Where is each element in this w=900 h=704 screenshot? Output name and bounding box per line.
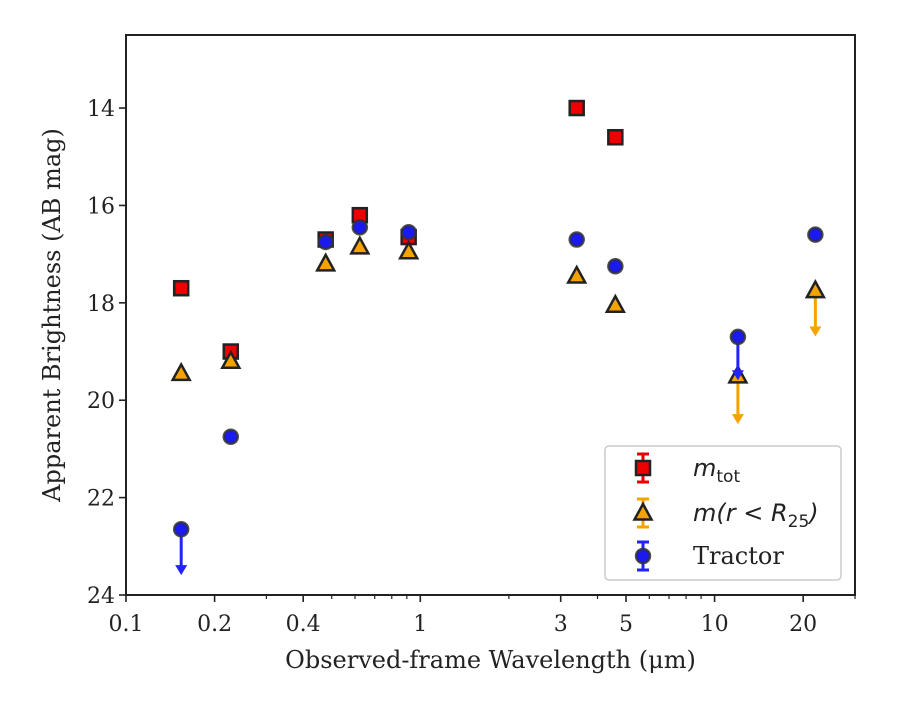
- x-tick-label: 20: [789, 612, 817, 637]
- data-point-square: [568, 99, 585, 117]
- data-point-circle: [729, 328, 747, 346]
- legend-item: mtot: [634, 452, 740, 487]
- data-point-triangle: [170, 361, 192, 382]
- limit-head: [175, 565, 188, 576]
- marker-shape: [351, 219, 369, 236]
- marker-shape: [398, 240, 420, 260]
- limit-head: [731, 370, 744, 381]
- marker-shape: [400, 223, 417, 241]
- marker-shape: [607, 129, 624, 146]
- legend: mtot m(r < R25) Tractor: [604, 445, 842, 581]
- marker-shape: [634, 459, 652, 477]
- data-point-circle: [172, 521, 190, 538]
- data-point-circle: [568, 231, 585, 248]
- legend-marker-triangle: [632, 501, 654, 521]
- marker-shape: [566, 264, 588, 284]
- data-point-triangle: [566, 264, 588, 284]
- marker-shape: [222, 428, 240, 445]
- data-points: [170, 99, 826, 576]
- marker-shape: [220, 349, 242, 370]
- x-tick-label: 1: [413, 612, 427, 637]
- marker-shape: [729, 328, 747, 346]
- plot-frame: [125, 34, 856, 596]
- y-tick-label: 14: [87, 97, 115, 122]
- legend-item: m(r < R25): [632, 497, 819, 532]
- x-tick-label: 5: [619, 612, 633, 637]
- marker-shape: [172, 521, 190, 538]
- marker-shape: [632, 501, 654, 521]
- data-point-circle: [317, 233, 334, 251]
- data-point-triangle: [804, 279, 826, 299]
- limit-head: [809, 326, 822, 337]
- marker-shape: [568, 99, 585, 117]
- data-point-square: [172, 279, 190, 297]
- y-tick-label: 20: [87, 389, 115, 414]
- marker-shape: [804, 279, 826, 299]
- legend-label: Tractor: [693, 542, 784, 570]
- data-point-circle: [400, 223, 417, 241]
- x-tick-label: 0.4: [286, 612, 321, 637]
- marker-shape: [604, 293, 626, 314]
- limit-head: [731, 414, 744, 425]
- data-point-triangle: [398, 240, 420, 260]
- y-axis-label: Apparent Brightness (AB mag): [38, 128, 66, 503]
- y-tick-label: 22: [87, 487, 115, 512]
- x-tick-label: 0.1: [109, 612, 144, 637]
- legend-frame: [604, 445, 842, 581]
- data-point-triangle: [220, 349, 242, 370]
- legend-marker-circle: [634, 547, 652, 565]
- series-triangle-group: [170, 235, 826, 425]
- legend-label: mtot: [693, 454, 740, 487]
- data-point-circle: [351, 219, 369, 236]
- x-tick-label: 10: [701, 612, 729, 637]
- marker-shape: [568, 231, 585, 248]
- data-point-triangle: [604, 293, 626, 314]
- marker-shape: [349, 235, 371, 255]
- marker-shape: [317, 233, 334, 251]
- data-point-circle: [222, 428, 240, 445]
- data-point-triangle: [349, 235, 371, 255]
- y-tick-label: 16: [87, 194, 115, 219]
- series-circle-group: [172, 219, 824, 576]
- marker-shape: [170, 361, 192, 382]
- data-point-square: [607, 129, 624, 146]
- marker-shape: [607, 258, 624, 275]
- y-tick-label: 18: [87, 292, 115, 317]
- x-tick-label: 0.2: [197, 612, 232, 637]
- legend-label: m(r < R25): [693, 499, 819, 532]
- data-point-circle: [607, 258, 624, 275]
- data-point-triangle: [315, 252, 337, 272]
- marker-shape: [634, 547, 652, 565]
- marker-shape: [315, 252, 337, 272]
- data-point-circle: [807, 226, 824, 243]
- x-axis-label: Observed-frame Wavelength (μm): [285, 646, 696, 674]
- legend-marker-square: [634, 459, 652, 477]
- x-tick-label: 3: [554, 612, 568, 637]
- axis-ticks: 0.1 0.2 0.4 1 3 5 10 20 14 16 18 20 22 24: [87, 97, 856, 637]
- legend-item: Tractor: [634, 540, 784, 572]
- y-tick-label: 24: [87, 584, 115, 609]
- marker-shape: [807, 226, 824, 243]
- marker-shape: [172, 279, 190, 297]
